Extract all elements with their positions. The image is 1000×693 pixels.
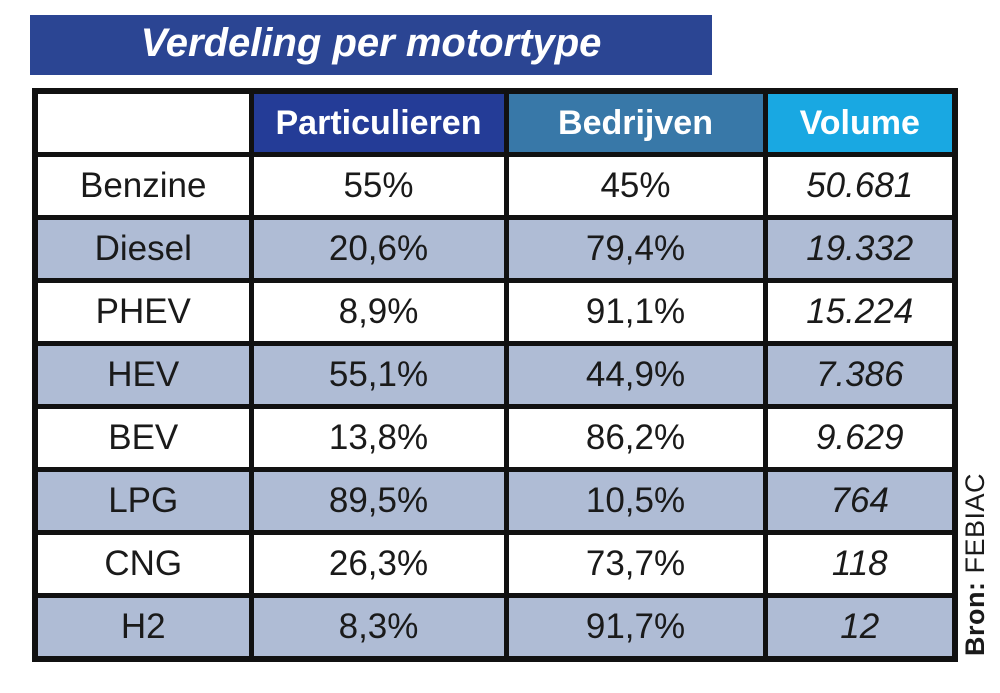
table-row-lpg: LPG 89,5% 10,5% 764 <box>32 467 958 535</box>
table-row-bev: BEV 13,8% 86,2% 9.629 <box>32 404 958 472</box>
row-label: BEV <box>32 404 254 472</box>
particulieren-value: 26,3% <box>248 530 509 598</box>
volume-value: 764 <box>762 467 958 535</box>
header-cell-volume: Volume <box>762 88 958 157</box>
bedrijven-value: 44,9% <box>503 341 768 409</box>
row-label: Benzine <box>32 152 254 220</box>
header-cell-empty <box>32 88 254 157</box>
row-label: LPG <box>32 467 254 535</box>
table-row-h2: H2 8,3% 91,7% 12 <box>32 593 958 662</box>
particulieren-value: 89,5% <box>248 467 509 535</box>
particulieren-value: 55% <box>248 152 509 220</box>
page-title: Verdeling per motortype <box>140 20 602 65</box>
table-header: Particulieren Bedrijven Volume <box>32 88 958 157</box>
bedrijven-value: 10,5% <box>503 467 768 535</box>
bedrijven-value: 86,2% <box>503 404 768 472</box>
table-row-cng: CNG 26,3% 73,7% 118 <box>32 530 958 598</box>
row-label: PHEV <box>32 278 254 346</box>
volume-value: 19.332 <box>762 215 958 283</box>
volume-value: 118 <box>762 530 958 598</box>
title-bar: Verdeling per motortype <box>30 15 712 75</box>
bedrijven-value: 91,7% <box>503 593 768 662</box>
row-label: H2 <box>32 593 254 662</box>
source-credit: Bron: FEBIAC <box>960 473 991 656</box>
row-label: CNG <box>32 530 254 598</box>
table-body: Benzine 55% 45% 50.681 Diesel 20,6% 79,4… <box>32 152 958 662</box>
bedrijven-value: 45% <box>503 152 768 220</box>
volume-value: 12 <box>762 593 958 662</box>
bedrijven-value: 73,7% <box>503 530 768 598</box>
volume-value: 15.224 <box>762 278 958 346</box>
particulieren-value: 8,3% <box>248 593 509 662</box>
table-row-phev: PHEV 8,9% 91,1% 15.224 <box>32 278 958 346</box>
row-label: HEV <box>32 341 254 409</box>
volume-value: 50.681 <box>762 152 958 220</box>
particulieren-value: 8,9% <box>248 278 509 346</box>
bedrijven-value: 79,4% <box>503 215 768 283</box>
table-row-hev: HEV 55,1% 44,9% 7.386 <box>32 341 958 409</box>
particulieren-value: 20,6% <box>248 215 509 283</box>
table-row-diesel: Diesel 20,6% 79,4% 19.332 <box>32 215 958 283</box>
bedrijven-value: 91,1% <box>503 278 768 346</box>
volume-value: 9.629 <box>762 404 958 472</box>
header-cell-bedrijven: Bedrijven <box>503 88 768 157</box>
source-value: FEBIAC <box>960 472 990 574</box>
row-label: Diesel <box>32 215 254 283</box>
source-label: Bron: <box>960 581 990 656</box>
particulieren-value: 55,1% <box>248 341 509 409</box>
particulieren-value: 13,8% <box>248 404 509 472</box>
header-row: Particulieren Bedrijven Volume <box>32 88 958 157</box>
table-row-benzine: Benzine 55% 45% 50.681 <box>32 152 958 220</box>
motortype-table: Particulieren Bedrijven Volume Benzine 5… <box>32 88 958 662</box>
volume-value: 7.386 <box>762 341 958 409</box>
header-cell-particulieren: Particulieren <box>248 88 509 157</box>
